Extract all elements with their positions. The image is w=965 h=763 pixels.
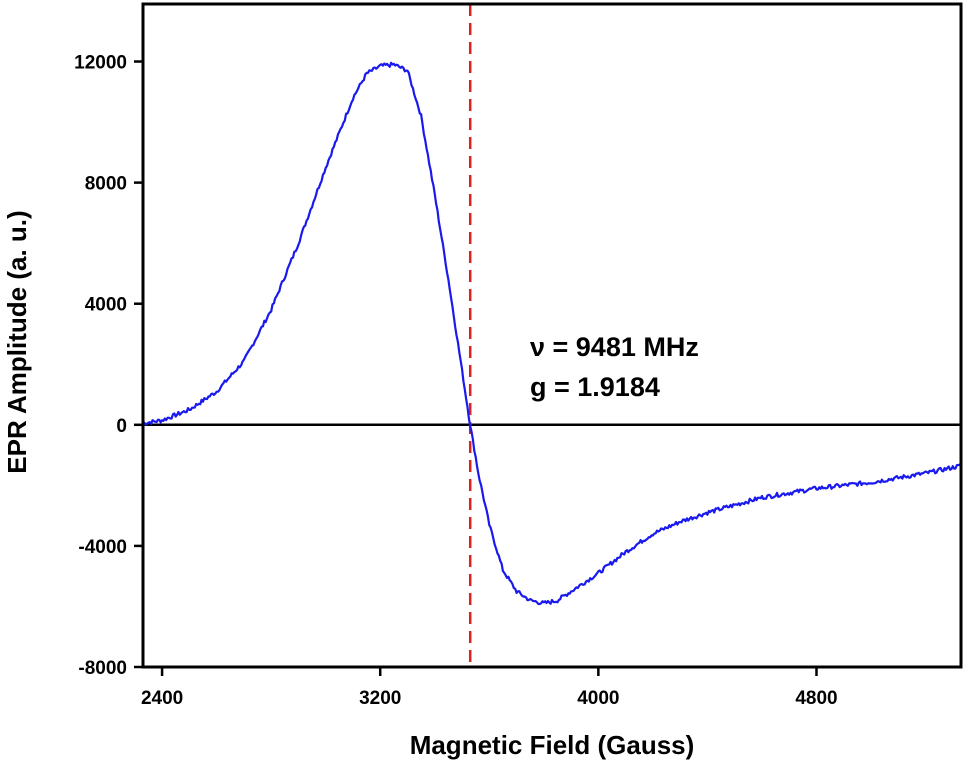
plot-frame (141, 2, 963, 669)
y-tick-label: 0 (116, 416, 127, 437)
x-tick-label: 4800 (795, 688, 837, 709)
y-axis-title: EPR Amplitude (a. u.) (2, 210, 32, 473)
x-tick-label: 4000 (577, 688, 619, 709)
y-tick-label: -8000 (78, 658, 127, 679)
y-tick-label: 8000 (85, 174, 127, 195)
annotation-frequency: ν = 9481 MHz (530, 332, 699, 362)
epr-series-line (142, 61, 962, 606)
y-tick-label: 12000 (74, 53, 127, 74)
annotation-g-factor: g = 1.9184 (530, 372, 660, 402)
x-axis-title: Magnetic Field (Gauss) (410, 730, 695, 760)
x-tick-label: 3200 (359, 688, 401, 709)
y-tick-label: -4000 (78, 537, 127, 558)
y-tick-label: 4000 (85, 295, 127, 316)
x-tick-label: 2400 (141, 688, 183, 709)
